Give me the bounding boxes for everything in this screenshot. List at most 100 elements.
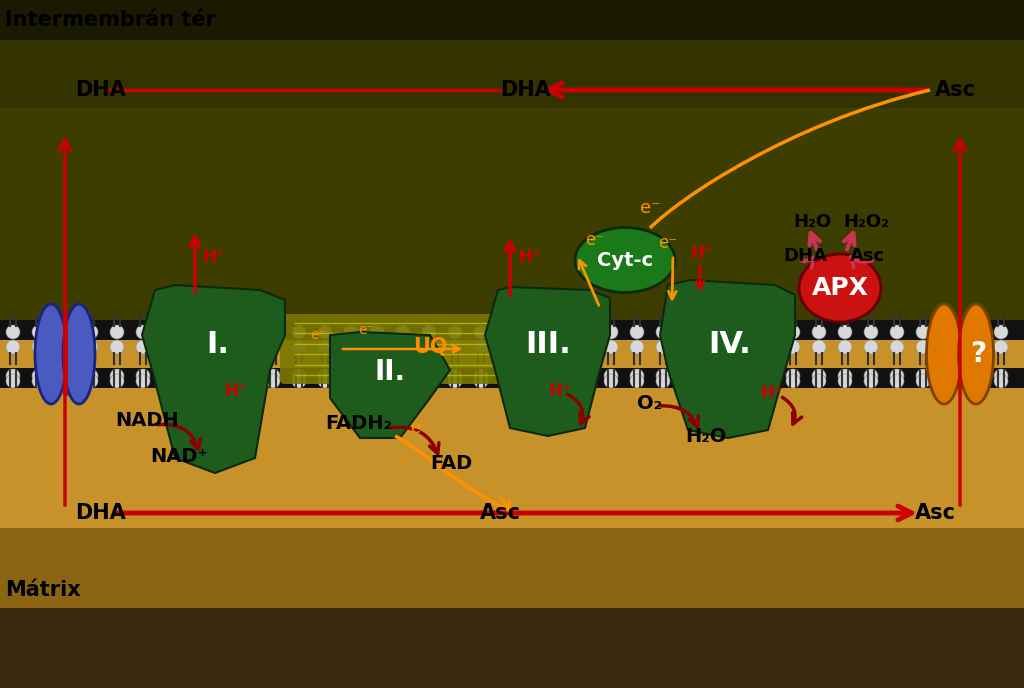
- Circle shape: [890, 369, 904, 383]
- Circle shape: [682, 325, 696, 339]
- Circle shape: [370, 325, 384, 339]
- Text: e⁻: e⁻: [640, 199, 660, 217]
- Circle shape: [734, 374, 748, 388]
- Circle shape: [864, 340, 878, 354]
- Bar: [0, 40, 1024, 108]
- Circle shape: [916, 340, 930, 354]
- Circle shape: [890, 340, 904, 354]
- Circle shape: [449, 369, 462, 383]
- Circle shape: [812, 374, 826, 388]
- Circle shape: [630, 325, 644, 339]
- Circle shape: [994, 374, 1008, 388]
- Circle shape: [422, 374, 436, 388]
- Text: H⁺: H⁺: [203, 248, 225, 266]
- Text: UQ: UQ: [413, 337, 447, 357]
- Circle shape: [942, 325, 956, 339]
- Circle shape: [6, 369, 20, 383]
- Circle shape: [292, 325, 306, 339]
- Circle shape: [6, 340, 20, 354]
- Circle shape: [58, 369, 72, 383]
- Text: H₂O₂: H₂O₂: [843, 213, 889, 231]
- Text: e⁻: e⁻: [310, 328, 326, 342]
- Circle shape: [292, 340, 306, 354]
- Circle shape: [500, 374, 514, 388]
- Text: ?: ?: [970, 340, 986, 368]
- Text: O₂: O₂: [637, 394, 663, 413]
- Text: II.: II.: [375, 358, 406, 386]
- Circle shape: [344, 369, 358, 383]
- Text: Mátrix: Mátrix: [5, 580, 81, 600]
- Circle shape: [344, 325, 358, 339]
- Text: NADH: NADH: [115, 411, 179, 429]
- Ellipse shape: [63, 304, 95, 404]
- Circle shape: [396, 374, 410, 388]
- Text: DHA: DHA: [500, 80, 551, 100]
- Circle shape: [58, 325, 72, 339]
- Circle shape: [500, 369, 514, 383]
- Circle shape: [6, 325, 20, 339]
- FancyArrowPatch shape: [851, 257, 872, 268]
- Circle shape: [994, 325, 1008, 339]
- Circle shape: [396, 340, 410, 354]
- Text: APX: APX: [812, 276, 868, 300]
- Circle shape: [110, 374, 124, 388]
- Bar: [0, 0, 1024, 40]
- Text: H⁺: H⁺: [548, 382, 570, 400]
- Circle shape: [708, 325, 722, 339]
- Circle shape: [734, 325, 748, 339]
- Circle shape: [552, 340, 566, 354]
- Circle shape: [188, 340, 202, 354]
- Text: H⁺: H⁺: [225, 382, 248, 400]
- Text: DHA: DHA: [75, 80, 126, 100]
- Circle shape: [474, 369, 488, 383]
- Text: H⁺: H⁺: [518, 248, 541, 266]
- Circle shape: [318, 374, 332, 388]
- FancyBboxPatch shape: [280, 314, 535, 384]
- Bar: [0, 40, 1024, 320]
- Circle shape: [318, 340, 332, 354]
- Bar: [0, 320, 1024, 340]
- FancyArrowPatch shape: [782, 398, 802, 424]
- Circle shape: [760, 369, 774, 383]
- Circle shape: [968, 369, 982, 383]
- Text: Intermembrán tér: Intermembrán tér: [5, 10, 216, 30]
- Text: H⁺: H⁺: [760, 384, 782, 402]
- Circle shape: [266, 374, 280, 388]
- Circle shape: [188, 374, 202, 388]
- Circle shape: [968, 325, 982, 339]
- PathPatch shape: [485, 287, 610, 436]
- Circle shape: [449, 374, 462, 388]
- Circle shape: [318, 369, 332, 383]
- Circle shape: [656, 374, 670, 388]
- Text: H⁺: H⁺: [690, 244, 713, 262]
- Circle shape: [552, 369, 566, 383]
- Circle shape: [32, 325, 46, 339]
- Circle shape: [994, 340, 1008, 354]
- Circle shape: [396, 369, 410, 383]
- Circle shape: [422, 369, 436, 383]
- Circle shape: [578, 340, 592, 354]
- Bar: [0, 528, 1024, 608]
- Text: e⁻: e⁻: [658, 234, 677, 252]
- PathPatch shape: [330, 332, 450, 438]
- Bar: [0, 368, 1024, 388]
- FancyArrowPatch shape: [567, 394, 589, 424]
- Text: Cyt-c: Cyt-c: [597, 250, 653, 270]
- Circle shape: [916, 374, 930, 388]
- Circle shape: [136, 369, 150, 383]
- Circle shape: [708, 374, 722, 388]
- Circle shape: [58, 374, 72, 388]
- Text: III.: III.: [525, 330, 570, 358]
- Circle shape: [890, 325, 904, 339]
- Circle shape: [864, 374, 878, 388]
- Circle shape: [578, 369, 592, 383]
- Circle shape: [162, 374, 176, 388]
- Circle shape: [656, 369, 670, 383]
- Circle shape: [864, 369, 878, 383]
- Circle shape: [786, 325, 800, 339]
- Ellipse shape: [575, 228, 675, 292]
- Circle shape: [58, 340, 72, 354]
- Circle shape: [682, 369, 696, 383]
- Circle shape: [526, 325, 540, 339]
- Circle shape: [449, 340, 462, 354]
